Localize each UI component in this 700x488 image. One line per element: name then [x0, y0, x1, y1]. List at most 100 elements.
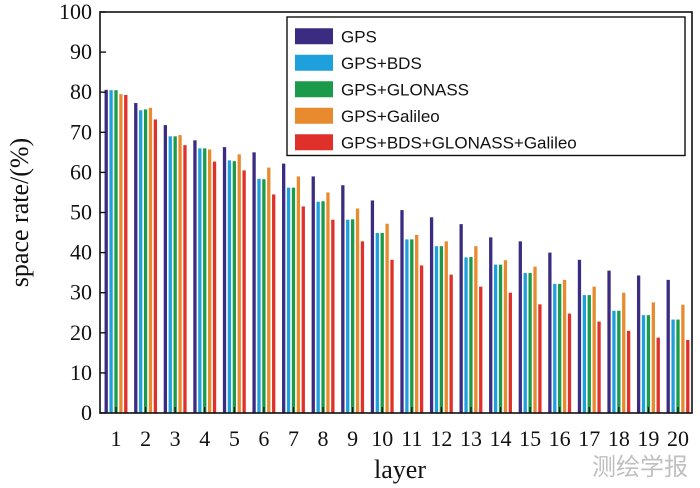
bar-1-16 [548, 252, 552, 413]
bar-4-5 [237, 154, 241, 414]
bar-2-7 [286, 187, 291, 413]
bar-1-13 [459, 224, 463, 413]
bar-4-7 [296, 176, 301, 413]
bar-3-1 [114, 90, 118, 413]
bar-5-5 [242, 170, 246, 413]
bar-2-17 [582, 295, 587, 413]
x-tick-label: 17 [578, 426, 600, 451]
bar-1-12 [429, 217, 434, 413]
bar-3-19 [646, 315, 651, 413]
bar-3-15 [528, 273, 532, 413]
y-tick-label: 0 [81, 400, 92, 425]
x-tick-label: 4 [199, 426, 210, 451]
y-tick-label: 70 [70, 119, 92, 144]
legend-box [286, 16, 686, 157]
y-tick-label: 40 [70, 240, 92, 265]
bar-2-6 [257, 178, 261, 413]
bar-5-2 [153, 119, 158, 413]
bar-4-9 [355, 208, 360, 413]
y-tick-label: 20 [70, 320, 92, 345]
legend: GPS GPS+BDS GPS+GLONASS GPS+Galileo GPS+BDS+… [286, 16, 686, 157]
bar-1-19 [636, 275, 641, 413]
y-tick-label: 100 [59, 0, 92, 24]
bar-1-18 [607, 270, 611, 413]
bar-3-2 [143, 109, 148, 413]
bar-2-10 [375, 232, 379, 413]
x-tick-label: 2 [140, 426, 151, 451]
bar-4-10 [385, 223, 389, 413]
bars-layer [104, 89, 690, 414]
bar-4-1 [119, 94, 123, 413]
y-tick-label: 90 [70, 39, 92, 64]
bar-4-12 [444, 241, 448, 413]
bar-4-14 [503, 260, 508, 413]
x-tick-label: 3 [170, 426, 181, 451]
bar-5-14 [508, 292, 512, 413]
bar-3-3 [173, 136, 177, 413]
x-tick-label: 15 [519, 426, 541, 451]
legend-label: GPS+GLONASS [341, 80, 469, 99]
x-axis: 1 2 3 4 5 6 7 8 9 10 11 12 13 14 15 16 17 18 19 20 [111, 407, 689, 451]
bar-4-13 [474, 246, 478, 413]
bar-1-4 [193, 140, 197, 413]
bar-5-10 [390, 259, 394, 413]
bar-4-6 [267, 167, 271, 413]
bar-3-8 [321, 201, 325, 413]
bar-1-5 [222, 147, 227, 413]
bar-5-6 [272, 194, 276, 413]
watermark-text: 测绘学报 [592, 453, 688, 481]
x-tick-label: 20 [667, 426, 689, 451]
bar-2-8 [316, 201, 320, 413]
x-tick-label: 14 [490, 426, 512, 451]
x-axis-title: layer [374, 455, 426, 484]
bar-4-8 [326, 192, 330, 413]
bar-5-8 [331, 219, 335, 413]
y-tick-label: 30 [70, 280, 92, 305]
bar-2-13 [464, 257, 468, 413]
x-tick-label: 12 [430, 426, 452, 451]
bar-3-16 [558, 283, 562, 413]
bar-3-6 [262, 179, 266, 413]
x-tick-label: 11 [401, 426, 422, 451]
bar-2-9 [346, 219, 350, 413]
bar-5-20 [686, 340, 690, 413]
bar-2-20 [671, 319, 675, 413]
x-tick-label: 10 [371, 426, 393, 451]
bar-4-4 [207, 149, 212, 414]
y-axis: 0 10 20 30 40 50 60 70 80 90 100 [59, 0, 106, 425]
y-tick-label: 80 [70, 79, 92, 104]
legend-swatch [295, 134, 333, 151]
bar-2-15 [523, 273, 527, 413]
bar-1-3 [163, 125, 168, 413]
legend-swatch [295, 28, 333, 45]
bar-4-15 [533, 266, 537, 413]
bar-2-1 [109, 90, 113, 413]
bar-5-4 [212, 161, 217, 413]
bar-3-7 [291, 187, 296, 413]
legend-swatch [295, 107, 333, 124]
bar-1-17 [577, 259, 582, 413]
bar-5-7 [301, 206, 305, 413]
bar-1-14 [489, 237, 493, 413]
y-tick-label: 60 [70, 159, 92, 184]
bar-3-10 [380, 232, 384, 413]
bar-2-18 [612, 310, 616, 413]
x-tick-label: 7 [288, 426, 299, 451]
bar-5-3 [183, 145, 187, 413]
y-tick-label: 10 [70, 360, 92, 385]
bar-3-20 [676, 319, 680, 413]
x-tick-label: 18 [608, 426, 630, 451]
bar-4-3 [178, 135, 182, 414]
bar-5-16 [567, 313, 572, 413]
x-tick-label: 8 [318, 426, 329, 451]
bar-2-19 [641, 315, 646, 413]
bar-4-11 [415, 234, 419, 413]
bar-1-11 [400, 210, 404, 413]
bar-5-11 [419, 265, 424, 413]
legend-swatch [295, 81, 333, 98]
legend-label: GPS+BDS [341, 54, 422, 73]
y-tick-label: 50 [70, 200, 92, 225]
bar-5-13 [479, 286, 483, 413]
bar-1-8 [311, 176, 315, 413]
bar-5-15 [538, 304, 542, 413]
